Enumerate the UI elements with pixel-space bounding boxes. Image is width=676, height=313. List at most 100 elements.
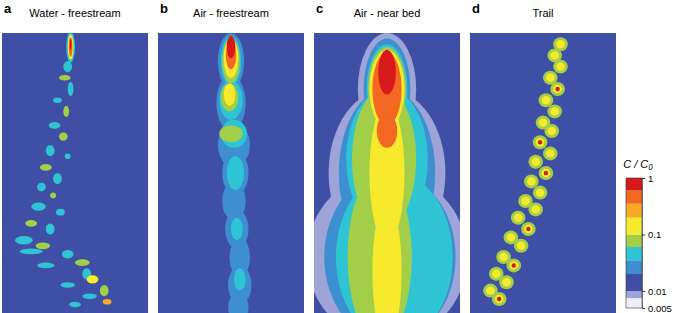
concentration-contour: [533, 135, 548, 149]
concentration-contour: [533, 186, 548, 200]
concentration-contour: [227, 36, 236, 58]
concentration-contour: [550, 51, 559, 59]
concentration-contour: [65, 153, 71, 159]
concentration-contour: [69, 302, 81, 308]
concentration-contour: [49, 122, 61, 129]
concentration-contour: [31, 202, 46, 210]
figure: aWater - freestreambAir - freestreamcAir…: [0, 0, 676, 313]
panel-letter: b: [160, 1, 168, 16]
concentration-contour: [547, 104, 562, 118]
concentration-contour: [499, 275, 514, 289]
panel-title: Air - near bed: [354, 7, 421, 19]
concentration-contour: [547, 127, 556, 135]
tick: 0.01: [642, 286, 667, 297]
panel: [2, 32, 148, 313]
colorbar-level: [626, 260, 642, 274]
tick: 1: [642, 173, 653, 184]
concentration-contour: [512, 263, 516, 267]
concentration-contour: [103, 299, 112, 305]
concentration-contour: [53, 97, 62, 103]
tick-mark: [642, 308, 645, 309]
concentration-contour: [70, 39, 72, 50]
concentration-contour: [514, 214, 523, 222]
concentration-contour: [539, 118, 548, 126]
concentration-contour: [528, 202, 543, 216]
concentration-contour: [555, 87, 559, 91]
colorbar-title: C / C₀: [623, 158, 653, 170]
concentration-contour: [36, 242, 51, 249]
concentration-contour: [536, 188, 545, 196]
concentration-contour: [507, 258, 522, 272]
concentration-contour: [553, 60, 568, 74]
concentration-contour: [497, 297, 501, 301]
concentration-contour: [543, 146, 558, 160]
concentration-contour: [499, 253, 508, 261]
panel: [158, 33, 304, 313]
panel: [307, 25, 468, 313]
colorbar-level: [626, 204, 642, 218]
concentration-contour: [69, 37, 73, 57]
concentration-contour: [550, 82, 565, 96]
concentration-contour: [20, 249, 43, 255]
concentration-contour: [53, 173, 62, 184]
concentration-contour: [228, 293, 248, 313]
colorbar-axis: 0.005 0.01 0.1 1: [642, 173, 672, 313]
tick: 0.005: [642, 303, 672, 313]
concentration-contour: [511, 211, 526, 225]
concentration-contour: [56, 209, 65, 216]
plot-area: [314, 33, 460, 313]
concentration-contour: [231, 218, 243, 240]
concentration-contour: [524, 225, 533, 233]
concentration-contour: [46, 223, 55, 234]
concentration-contour: [524, 174, 539, 188]
concentration-contour: [219, 125, 242, 142]
concentration-contour: [66, 33, 75, 62]
panel-background: [470, 33, 616, 313]
panel-title: Water - freestream: [29, 7, 120, 19]
concentration-contour: [538, 140, 542, 144]
panel-background: [2, 33, 148, 313]
colorbar-level: [626, 191, 642, 204]
concentration-contour: [502, 278, 511, 286]
tick-mark: [642, 234, 645, 235]
concentration-contour: [536, 138, 545, 146]
concentration-contour: [556, 40, 565, 48]
concentration-contour: [521, 197, 530, 205]
tick-label: 0.1: [648, 229, 661, 240]
concentration-contour: [224, 83, 236, 105]
concentration-contour: [59, 132, 68, 140]
colorbar-level: [626, 274, 642, 291]
concentration-contour: [509, 261, 518, 269]
panel: [470, 33, 616, 313]
concentration-contour: [218, 33, 244, 89]
concentration-contour: [68, 82, 74, 96]
tick-label: 1: [648, 173, 653, 184]
concentration-contour: [100, 285, 109, 296]
concentration-contour: [527, 177, 536, 185]
concentration-contour: [221, 83, 239, 111]
colorbar: [626, 178, 642, 308]
panel-letter: a: [4, 1, 12, 16]
colorbar-level: [626, 234, 642, 247]
concentration-contour: [372, 201, 401, 313]
concentration-contour: [544, 124, 559, 138]
concentration-contour: [528, 155, 543, 169]
concentration-contour: [75, 259, 90, 266]
concentration-contour: [221, 36, 241, 86]
concentration-contour: [550, 107, 559, 115]
plot-area: [158, 33, 304, 313]
colorbar-level: [626, 298, 642, 308]
concentration-contour: [553, 85, 562, 93]
concentration-contour: [37, 263, 55, 269]
concentration-contour: [15, 236, 33, 244]
concentration-contour: [521, 222, 536, 236]
concentration-contour: [492, 270, 501, 278]
concentration-contour: [63, 106, 69, 117]
concentration-contour: [492, 292, 507, 306]
panel-letter: d: [472, 1, 480, 16]
concentration-contour: [63, 61, 72, 72]
concentration-contour: [542, 96, 551, 104]
plot-area: [470, 33, 616, 313]
panel-letter: c: [316, 1, 323, 16]
concentration-contour: [37, 183, 46, 191]
